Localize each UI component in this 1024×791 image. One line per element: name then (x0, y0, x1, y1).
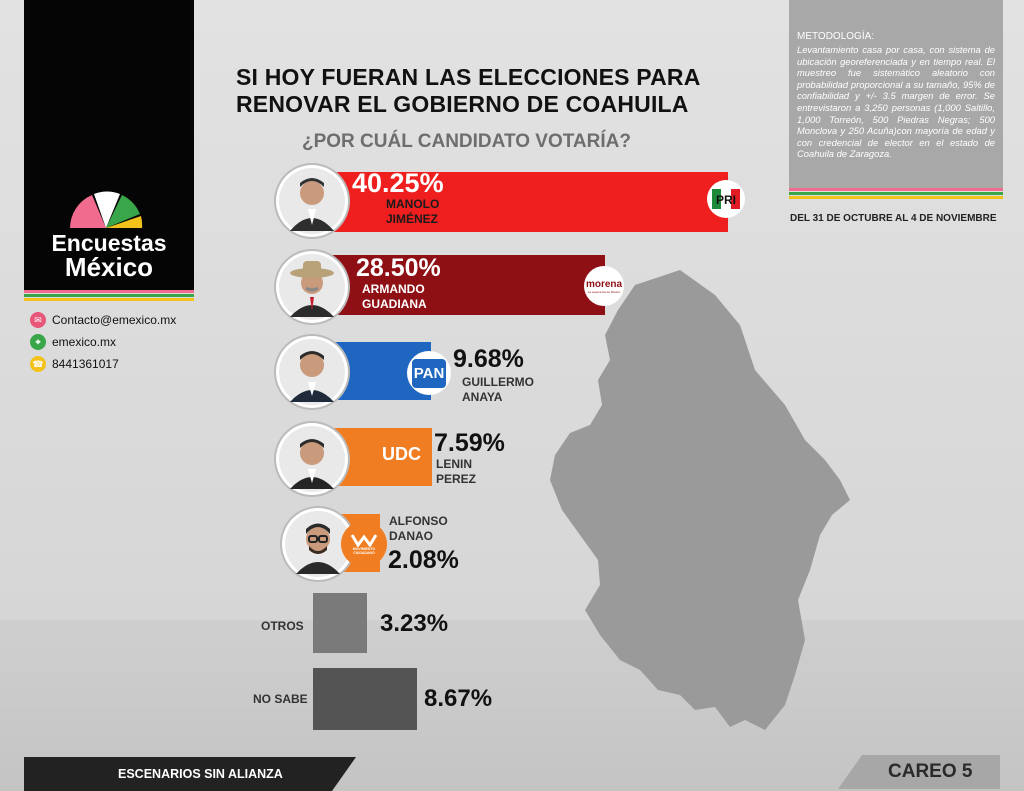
name-guillermo-1: GUILLERMO (462, 375, 534, 389)
label-nosabe: NO SABE (253, 692, 308, 706)
contact-web-text: emexico.mx (52, 335, 117, 349)
mc-logo-icon: MOVIMIENTO CIUDADANO (341, 521, 387, 567)
candidate-photo-armando (276, 251, 348, 323)
mc-logo-text: MOVIMIENTO CIUDADANO (352, 547, 376, 555)
morena-logo-sub: La esperanza de México (587, 289, 621, 294)
methodology-box (789, 0, 1003, 188)
name-guillermo: GUILLERMO ANAYA (462, 375, 534, 405)
name-armando: ARMANDO GUADIANA (362, 282, 427, 312)
pct-alfonso: 2.08% (388, 546, 459, 574)
person-hat-icon (279, 254, 345, 320)
name-lenin-1: LENIN (436, 457, 472, 471)
chart-subtitle: ¿POR CUÁL CANDIDATO VOTARÍA? (302, 131, 631, 152)
methodology-stripes (789, 188, 1003, 202)
pct-otros: 3.23% (380, 610, 449, 637)
brand-panel (24, 0, 194, 290)
bar-nosabe (313, 668, 417, 730)
name-manolo-2: JIMÉNEZ (386, 212, 439, 226)
pan-logo-text: PAN (411, 358, 447, 388)
footer-right-band (862, 755, 1000, 789)
survey-dates: DEL 31 DE OCTUBRE AL 4 DE NOVIEMBRE (790, 213, 997, 224)
email-icon: ✉ (30, 312, 46, 328)
name-lenin: LENIN PEREZ (436, 457, 476, 487)
pct-lenin: 7.59% (434, 429, 505, 457)
candidate-photo-manolo (276, 165, 348, 237)
logo-pie-icon (70, 191, 143, 228)
brand-stripes (24, 290, 194, 304)
footer-careo: CAREO 5 (888, 761, 973, 782)
person-icon (279, 426, 345, 492)
name-alfonso-1: ALFONSO (389, 514, 448, 528)
pct-nosabe: 8.67% (424, 685, 493, 712)
udc-logo-text: UDC (382, 444, 421, 464)
candidate-photo-guillermo (276, 336, 348, 408)
morena-logo-text: morena (585, 278, 623, 290)
svg-text:PRI: PRI (716, 193, 736, 207)
title-line1: SI HOY FUERAN LAS ELECCIONES PARA (236, 64, 701, 90)
footer-right-corner (838, 755, 862, 789)
bar-otros (313, 593, 367, 653)
name-alfonso-2: DANAO (389, 529, 433, 543)
pan-logo-icon: PAN (407, 351, 451, 395)
brand-line1: Encuestas (51, 230, 167, 256)
name-manolo: MANOLO JIMÉNEZ (386, 197, 439, 227)
name-armando-1: ARMANDO (362, 282, 425, 296)
contact-email[interactable]: ✉ Contacto@emexico.mx (30, 312, 176, 328)
title-line2: RENOVAR EL GOBIERNO DE COAHUILA (236, 91, 689, 117)
name-alfonso: ALFONSO DANAO (389, 514, 448, 544)
person-icon (279, 339, 345, 405)
contact-web[interactable]: ⌖ emexico.mx (30, 334, 116, 350)
name-guillermo-2: ANAYA (462, 390, 503, 404)
footer-left-band (24, 757, 332, 791)
person-glasses-icon (285, 511, 351, 577)
contact-phone-text: 8441361017 (52, 357, 119, 371)
bar-armando-guadiana (330, 255, 605, 315)
contact-phone[interactable]: ☎ 8441361017 (30, 356, 119, 372)
footer-scenario: ESCENARIOS SIN ALIANZA (118, 767, 283, 781)
pct-armando: 28.50% (356, 254, 441, 282)
morena-logo-icon: morena La esperanza de México (584, 266, 624, 306)
chart-title: SI HOY FUERAN LAS ELECCIONES PARA RENOVA… (236, 64, 701, 118)
footer-left-corner (332, 757, 356, 791)
brand-line2: México (64, 252, 154, 282)
coahuila-map (550, 270, 850, 730)
label-otros: OTROS (261, 619, 304, 633)
contact-email-text: Contacto@emexico.mx (52, 313, 177, 327)
methodology-text: Levantamiento casa por casa, con sistema… (797, 44, 995, 160)
methodology-title: METODOLOGÍA: (797, 31, 875, 42)
person-icon (279, 168, 345, 234)
candidate-photo-lenin (276, 423, 348, 495)
bar-manolo-jimenez (330, 172, 728, 232)
name-lenin-2: PEREZ (436, 472, 477, 486)
phone-icon: ☎ (30, 356, 46, 372)
name-armando-2: GUADIANA (362, 297, 427, 311)
web-icon: ⌖ (30, 334, 46, 350)
pct-manolo: 40.25% (352, 168, 444, 198)
name-manolo-1: MANOLO (386, 197, 440, 211)
pct-guillermo: 9.68% (453, 345, 524, 373)
pri-logo-icon: PRI (707, 180, 745, 218)
